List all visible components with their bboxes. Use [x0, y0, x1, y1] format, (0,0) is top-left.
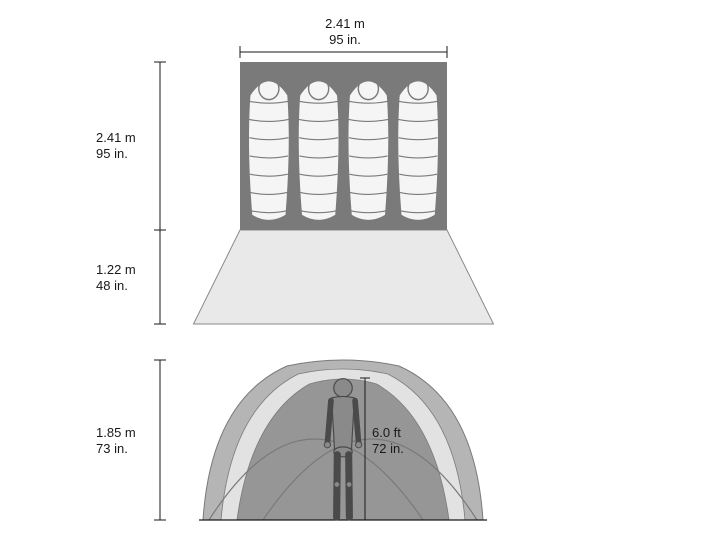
dim-floor-depth-m: 2.41 m — [96, 130, 136, 146]
sleeping-bag — [348, 78, 389, 221]
dim-height-in: 73 in. — [96, 441, 136, 457]
dim-figure-in: 72 in. — [372, 441, 404, 457]
dim-top-width-m: 2.41 m — [300, 16, 390, 32]
sleeping-bag — [298, 78, 339, 221]
dim-figure-height: 6.0 ft 72 in. — [372, 425, 404, 458]
dim-vestibule-in: 48 in. — [96, 278, 136, 294]
vestibule — [194, 230, 494, 324]
dim-vestibule-m: 1.22 m — [96, 262, 136, 278]
sleeping-bag — [248, 78, 289, 221]
dim-top-width: 2.41 m 95 in. — [300, 16, 390, 49]
sleeping-bag — [397, 78, 438, 221]
dim-floor-depth-in: 95 in. — [96, 146, 136, 162]
dim-top-width-in: 95 in. — [300, 32, 390, 48]
dim-height: 1.85 m 73 in. — [96, 425, 136, 458]
dim-floor-depth: 2.41 m 95 in. — [96, 130, 136, 163]
dim-figure-ft: 6.0 ft — [372, 425, 404, 441]
dim-height-m: 1.85 m — [96, 425, 136, 441]
dim-vestibule: 1.22 m 48 in. — [96, 262, 136, 295]
